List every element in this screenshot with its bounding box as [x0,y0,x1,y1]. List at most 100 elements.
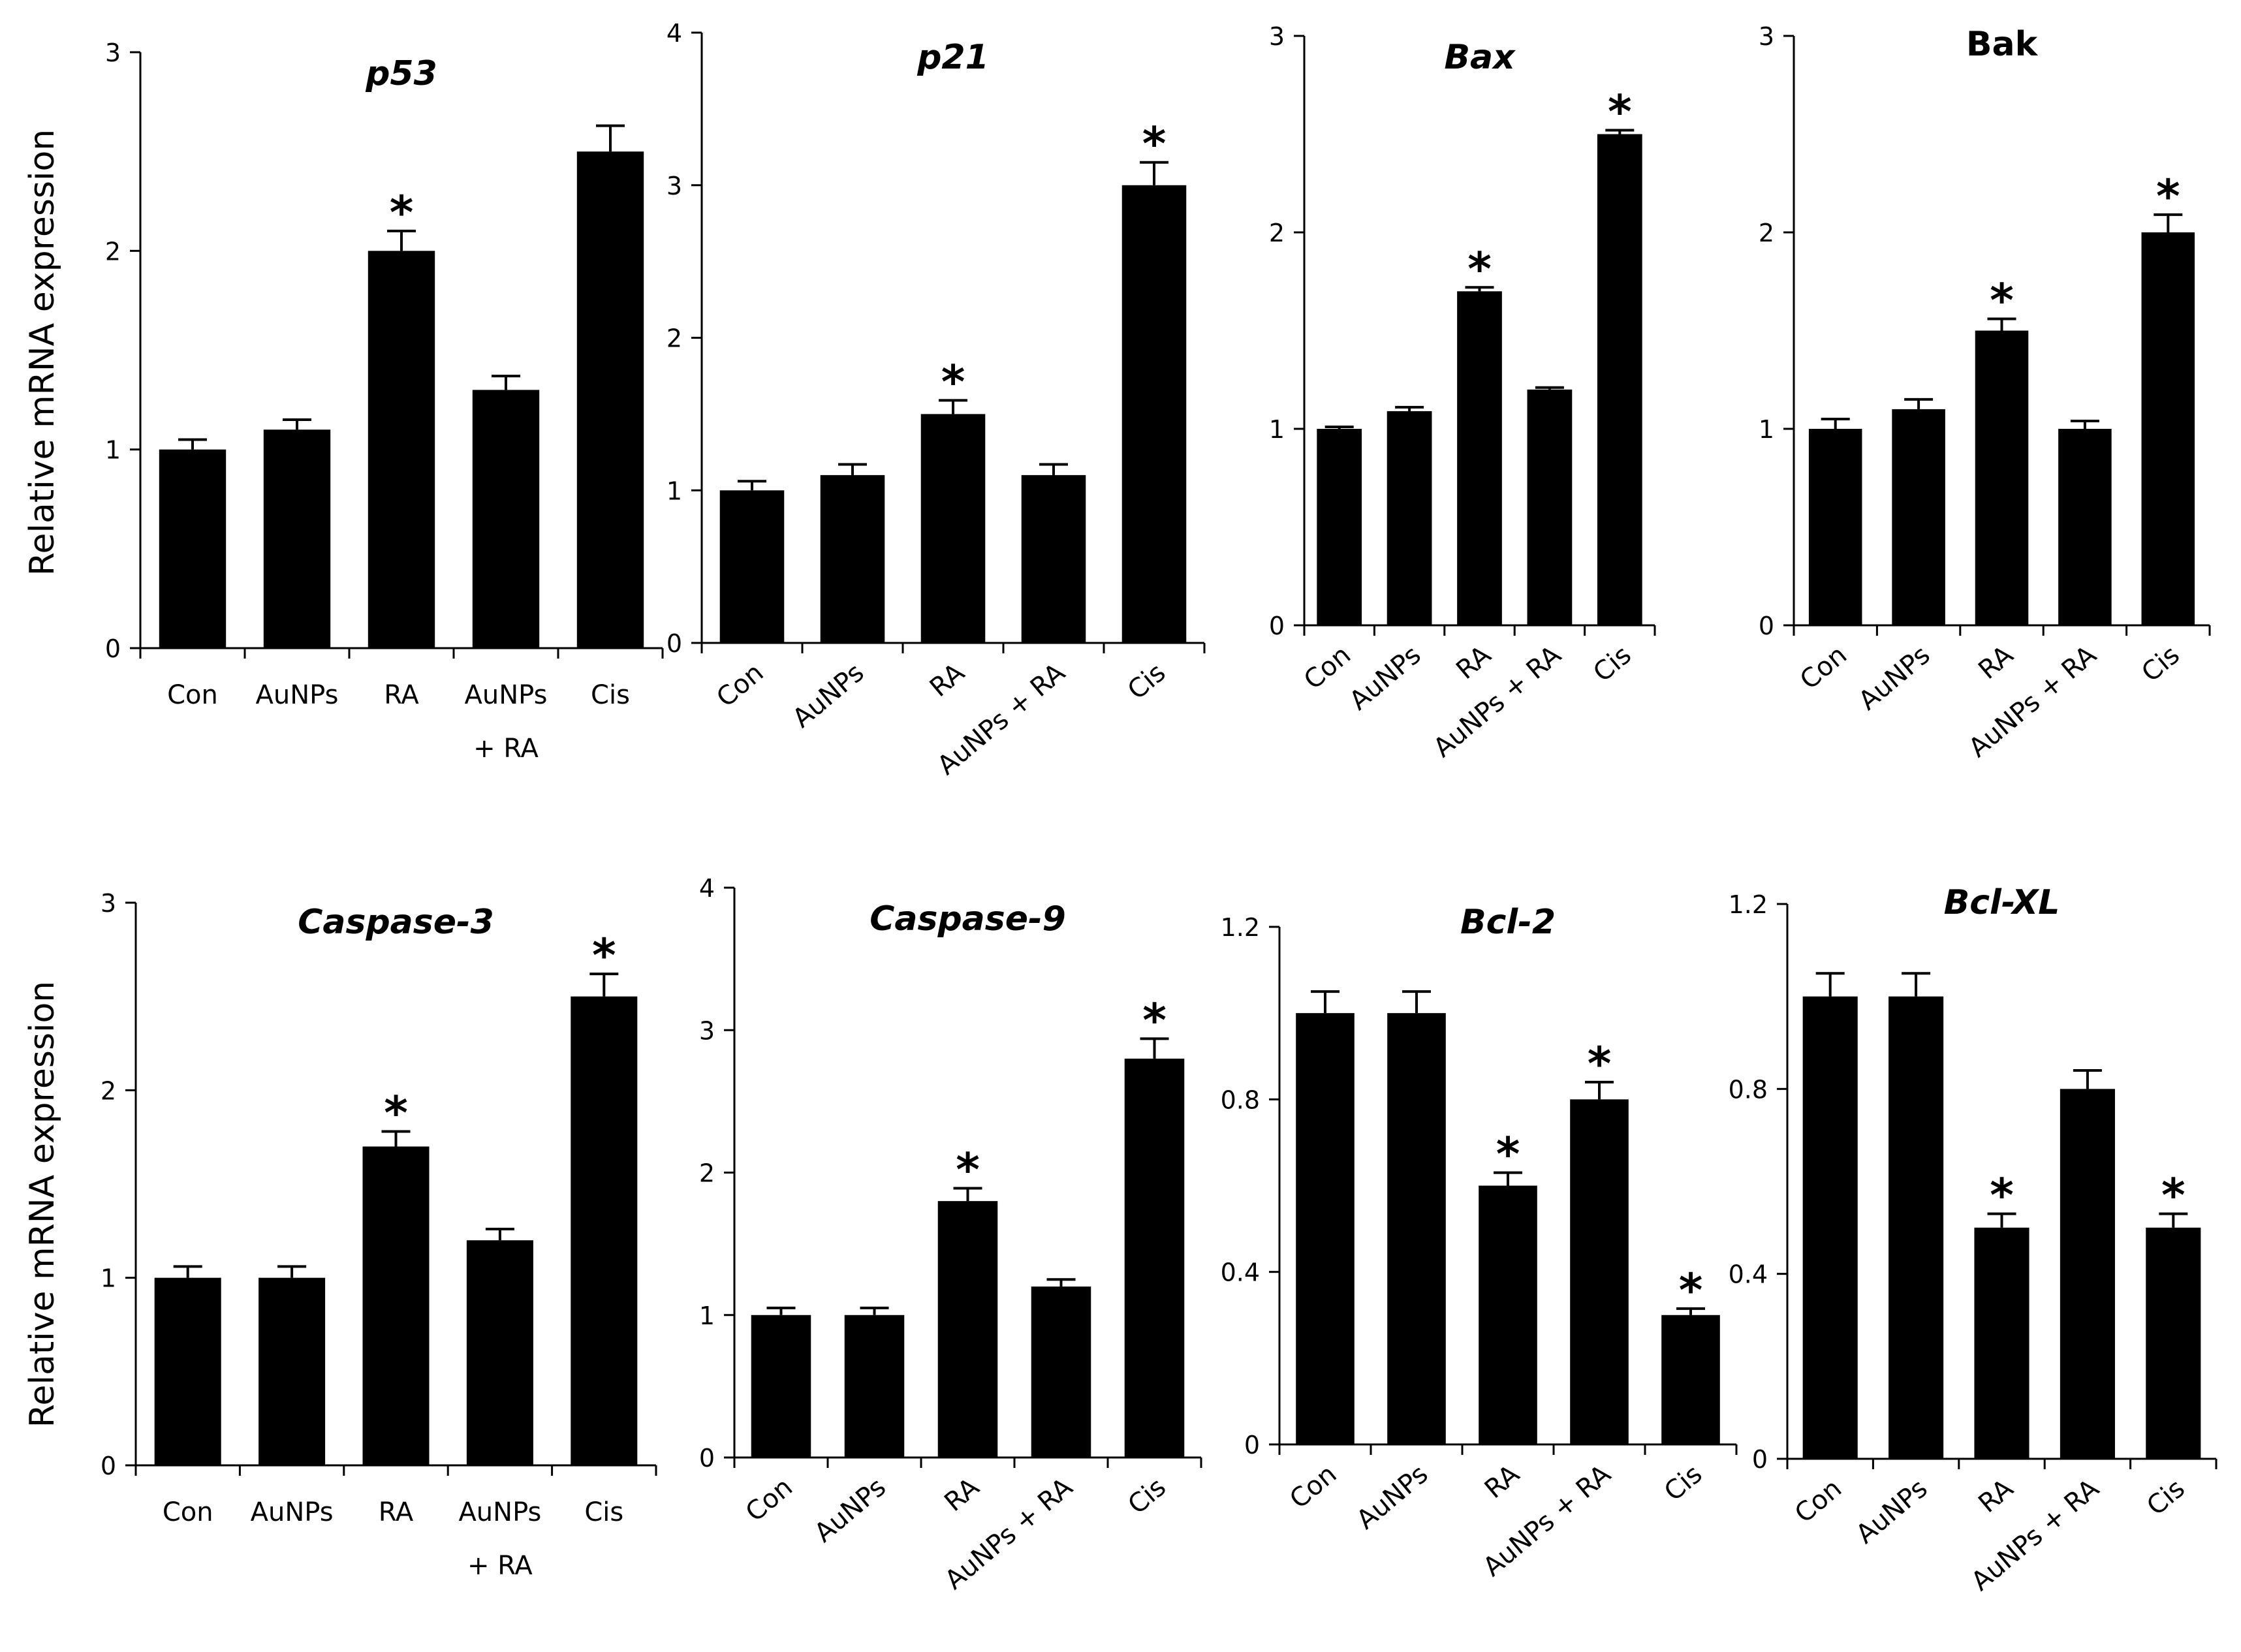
x-tick-label: RA [1973,1473,2019,1519]
y-tick-label: 0 [1269,612,1285,640]
y-tick-label: 0 [666,629,682,658]
y-tick-label: 2 [699,1159,715,1188]
significance-asterisk: * [1990,1169,2014,1223]
significance-asterisk: * [956,1144,980,1197]
y-tick-label: 1.2 [1221,913,1260,942]
y-tick-label: 0 [105,634,121,663]
y-tick-label: 2 [1269,219,1285,247]
bar-2 [1892,409,1945,625]
x-tick-label: + RA [467,1551,533,1581]
y-tick-label: 0 [1759,612,1774,640]
chart-title: Bcl-2 [1460,903,1556,942]
bar-5 [576,151,644,648]
bar-1 [719,490,785,643]
x-tick-label: Cis [1588,640,1637,688]
y-tick-label: 0 [1752,1445,1768,1474]
bar-3 [1479,1185,1537,1444]
y-tick-label: 0 [699,1444,715,1473]
y-tick-label: 4 [666,19,682,48]
y-tick-label: 3 [1759,22,1774,51]
x-tick-label: RA [1450,640,1497,685]
bar-5 [1661,1315,1720,1444]
bar-3 [1975,330,2029,625]
bar-3 [362,1146,430,1465]
y-tick-label: 0.8 [1729,1075,1768,1104]
bar-5 [1597,134,1642,625]
bar-1 [1802,996,1858,1459]
chart-panel-5: 0 1 2 3 Con AuNPs * RA AuNPs + RA * Cis Caspase-3 Rel… [23,889,657,1581]
y-axis-label: Relative mRNA expression [23,981,62,1428]
x-tick-label: Con [740,1472,798,1527]
y-tick-label: 3 [699,1016,715,1045]
y-tick-label: 4 [699,874,715,903]
significance-asterisk: * [941,355,965,409]
y-tick-label: 3 [101,889,116,918]
x-tick-label: Con [1284,1459,1342,1514]
x-tick-label: Cis [2141,1473,2190,1521]
y-tick-label: 3 [1269,22,1285,51]
bar-4 [1570,1099,1629,1444]
significance-asterisk: * [384,1087,408,1140]
significance-asterisk: * [1679,1264,1703,1317]
significance-asterisk: * [1467,242,1492,296]
x-tick-label: + RA [473,734,539,764]
bar-3 [368,251,435,648]
x-tick-label: Cis [1122,1472,1171,1520]
x-tick-label: Con [167,680,218,710]
bar-1 [1296,1013,1355,1444]
bar-4 [472,390,540,648]
y-tick-label: 1 [699,1301,715,1330]
x-tick-label: Con [1789,1473,1847,1529]
y-tick-label: 0.8 [1221,1085,1260,1114]
x-tick-label: AuNPs [458,1497,541,1527]
bar-4 [1527,389,1573,625]
significance-asterisk: * [592,929,616,982]
x-tick-label: AuNPs [1344,640,1427,716]
bar-5 [1121,185,1187,643]
bar-2 [1387,1013,1446,1444]
x-tick-label: RA [924,657,971,703]
x-tick-label: Cis [1122,657,1171,706]
bar-3 [1974,1227,2029,1459]
significance-asterisk: * [390,186,414,240]
y-tick-label: 1 [101,1264,116,1293]
x-tick-label: AuNPs [787,657,870,734]
y-tick-label: 3 [105,39,121,67]
significance-asterisk: * [1588,1037,1612,1091]
y-tick-label: 0 [1244,1431,1260,1459]
bar-2 [259,1277,326,1465]
bar-5 [2141,232,2195,625]
y-tick-label: 0.4 [1221,1258,1260,1287]
x-tick-label: Cis [584,1497,623,1527]
bar-4 [1021,475,1086,643]
significance-asterisk: * [1990,273,2014,327]
y-tick-label: 1 [105,436,121,465]
bar-4 [466,1240,533,1465]
significance-asterisk: * [1608,85,1632,138]
bar-1 [1808,429,1862,625]
bar-3 [1457,291,1502,625]
x-tick-label: RA [379,1497,414,1527]
x-tick-label: AuNPs [1853,640,1936,716]
bar-2 [820,475,885,643]
bar-1 [751,1315,811,1457]
x-tick-label: RA [1479,1459,1526,1504]
x-tick-label: Cis [591,680,630,710]
x-tick-label: Con [1794,640,1853,695]
x-tick-label: AuNPs [1851,1473,1934,1550]
x-tick-label: Cis [2136,640,2185,688]
x-tick-label: AuNPs [1351,1459,1434,1535]
x-tick-label: AuNPs + RA [1428,640,1567,764]
significance-asterisk: * [1142,993,1167,1047]
bar-1 [159,449,227,648]
bar-2 [1888,996,1944,1459]
x-tick-label: RA [1973,640,2019,685]
y-tick-label: 2 [666,324,682,353]
significance-asterisk: * [1496,1128,1520,1181]
